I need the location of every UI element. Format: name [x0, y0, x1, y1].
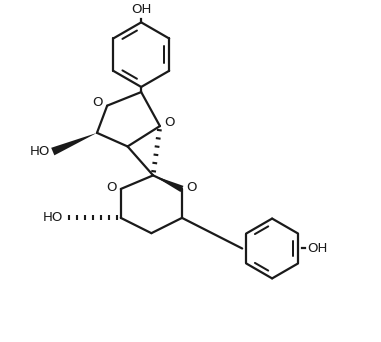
Polygon shape [153, 175, 183, 192]
Text: O: O [164, 116, 174, 129]
Text: O: O [106, 181, 117, 194]
Text: OH: OH [307, 242, 328, 255]
Text: O: O [186, 181, 197, 194]
Polygon shape [51, 133, 97, 155]
Text: OH: OH [131, 3, 151, 16]
Text: O: O [93, 96, 103, 109]
Text: HO: HO [43, 211, 63, 224]
Text: HO: HO [30, 145, 50, 158]
